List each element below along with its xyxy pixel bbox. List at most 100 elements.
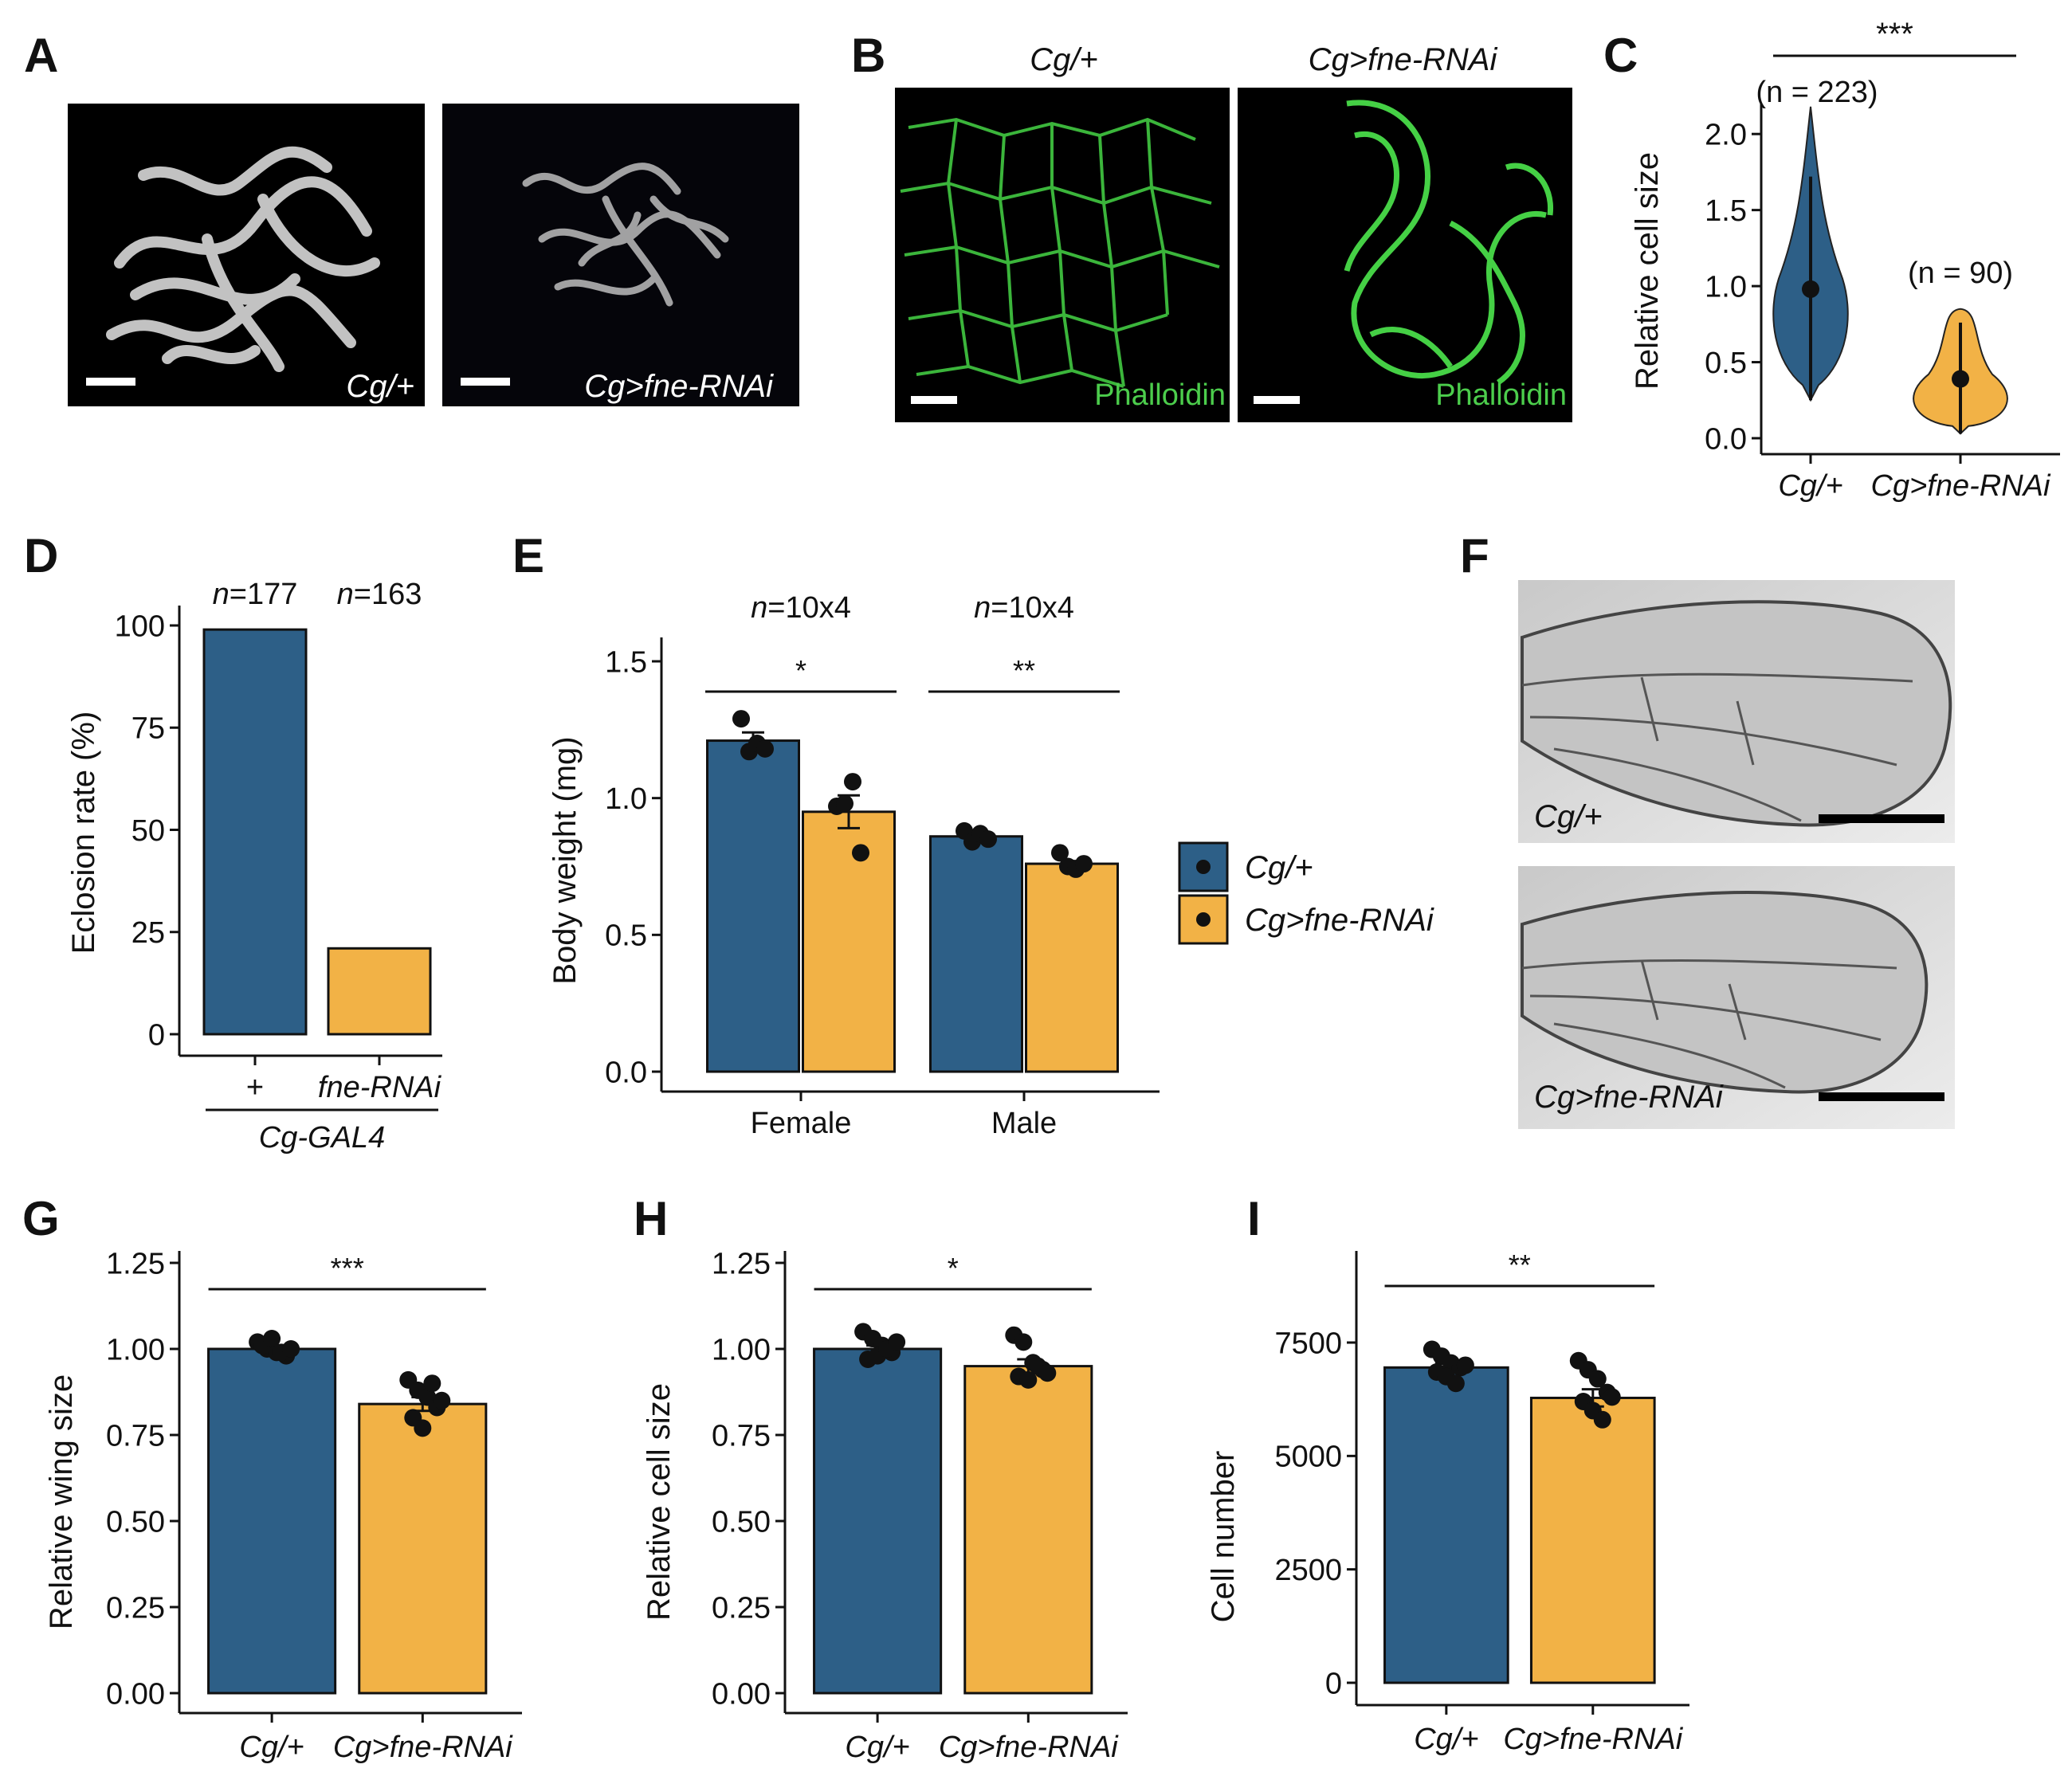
violin-median-point — [1952, 370, 1969, 388]
bar-chart-g: 0.00 0.25 0.50 0.75 1.00 1.25 Relative wing si… — [44, 1247, 522, 1764]
cell-outlines-control — [900, 117, 1220, 388]
panel-b-images: Phalloidin Phalloidin — [895, 88, 1572, 422]
significance-marker: * — [795, 654, 806, 687]
legend-label: Cg/+ — [1245, 850, 1313, 885]
column-header: Cg/+ — [1030, 42, 1098, 77]
y-tick-label: 0.00 — [106, 1677, 165, 1711]
y-tick-label: 0.50 — [106, 1505, 165, 1539]
bar-chart-h: 0.00 0.25 0.50 0.75 1.00 1.25 Relative cell si… — [642, 1247, 1128, 1764]
y-tick-label: 100 — [115, 610, 165, 643]
y-tick-label: 0 — [1325, 1667, 1342, 1700]
data-point — [1075, 855, 1093, 873]
significance-marker: ** — [1509, 1249, 1531, 1281]
data-point — [423, 1374, 441, 1393]
data-point — [282, 1340, 300, 1358]
data-point — [1456, 1356, 1474, 1374]
y-axis-title: Relative cell size — [642, 1383, 677, 1621]
bar — [963, 1365, 1093, 1695]
bar — [706, 739, 800, 1073]
y-tick-label: 0.00 — [712, 1677, 771, 1711]
data-point — [888, 1333, 906, 1351]
y-tick-label: 0.0 — [1705, 422, 1747, 456]
stain-label: Phalloidin — [1094, 378, 1226, 412]
bar — [327, 947, 432, 1036]
y-tick-label: 0 — [148, 1018, 165, 1052]
panel-letter-b: B — [851, 29, 885, 82]
data-point — [433, 1391, 451, 1409]
bar — [813, 1347, 943, 1695]
n-count: =177 — [230, 578, 298, 611]
x-tick-label: Cg/+ — [239, 1731, 304, 1764]
panel-f-wings: Cg/+ Cg>fne-RNAi — [1518, 580, 1955, 1129]
bar — [207, 1347, 337, 1695]
y-tick-label: 1.5 — [605, 645, 647, 679]
y-tick-label: 1.00 — [106, 1333, 165, 1366]
data-point — [1051, 844, 1069, 862]
x-tick-label: Cg>fne-RNAi — [333, 1731, 513, 1764]
data-point — [1593, 1410, 1611, 1429]
significance-marker: * — [948, 1252, 959, 1284]
n-label: (n = 90) — [1908, 257, 2013, 290]
gland-tubules-rnai — [522, 163, 729, 307]
x-tick-label: Male — [991, 1107, 1057, 1140]
y-tick-label: 50 — [131, 814, 165, 848]
panel-letter-g: G — [22, 1192, 60, 1245]
x-tick-label: Cg/+ — [1414, 1723, 1478, 1756]
y-tick-label: 0.25 — [712, 1591, 771, 1625]
y-tick-label: 0.25 — [106, 1591, 165, 1625]
x-tick-label: Cg>fne-RNAi — [1871, 469, 2051, 503]
y-tick-label: 1.25 — [712, 1247, 771, 1280]
y-tick-label: 7500 — [1274, 1327, 1342, 1360]
data-point — [1603, 1388, 1621, 1406]
n-label: n=163 — [337, 578, 422, 611]
significance-marker: ** — [1013, 654, 1035, 687]
y-axis-title: Eclosion rate (%) — [66, 712, 101, 955]
panel-letter-c: C — [1603, 29, 1638, 82]
n-prefix: n — [751, 591, 767, 625]
y-tick-label: 0.50 — [712, 1505, 771, 1539]
x-tick-label: fne-RNAi — [318, 1071, 442, 1104]
legend-dot — [1196, 860, 1211, 874]
x-tick-label: Cg/+ — [845, 1731, 909, 1764]
micrograph-cg-fne-rnai — [442, 104, 799, 406]
y-axis-title: Cell number — [1206, 1451, 1241, 1623]
y-tick-label: 1.0 — [605, 782, 647, 816]
data-point — [263, 1330, 281, 1348]
legend-label: Cg>fne-RNAi — [1245, 903, 1434, 938]
y-axis-title: Relative wing size — [44, 1374, 79, 1629]
data-point — [836, 794, 854, 813]
scale-bar — [86, 378, 135, 386]
y-tick-label: 2.0 — [1705, 118, 1747, 151]
n-prefix: n — [974, 591, 991, 625]
scale-bar — [461, 378, 510, 386]
n-count: =10x4 — [991, 591, 1074, 625]
n-label: (n = 223) — [1756, 76, 1878, 109]
wing-rnai — [1521, 891, 1929, 1094]
y-tick-label: 0.0 — [605, 1056, 647, 1089]
n-label: n=10x4 — [751, 591, 851, 625]
genotype-label: Cg>fne-RNAi — [584, 369, 774, 404]
wing-control — [1521, 600, 1952, 827]
significance-marker: *** — [1876, 17, 1913, 52]
bar-chart-i: 0 2500 5000 7500 Cell number Cg/+ Cg>fne-RNAi *… — [1206, 1249, 1689, 1756]
gland-tubules-control — [106, 146, 380, 372]
scale-bar — [911, 396, 957, 404]
significance-marker: *** — [331, 1252, 364, 1284]
x-tick-label: Cg>fne-RNAi — [939, 1731, 1119, 1764]
column-header: Cg>fne-RNAi — [1309, 42, 1498, 77]
panel-letter-h: H — [634, 1192, 668, 1245]
y-tick-label: 0.75 — [712, 1419, 771, 1453]
n-count: =163 — [354, 578, 422, 611]
bar — [358, 1402, 488, 1695]
cell-outlines-rnai — [1344, 100, 1554, 385]
violin-chart-c: 0.0 0.5 1.0 1.5 2.0 Relative cell size (n = 22… — [1630, 17, 2060, 503]
n-prefix: n — [337, 578, 354, 611]
panel-a-images: Cg/+ Cg>fne-RNAi — [68, 104, 799, 406]
data-point — [732, 710, 750, 728]
y-tick-label: 0.5 — [605, 919, 647, 953]
bar — [1025, 862, 1119, 1073]
data-point — [852, 844, 869, 862]
y-tick-label: 1.25 — [106, 1247, 165, 1280]
data-point — [1588, 1370, 1607, 1388]
y-tick-label: 0.5 — [1705, 347, 1747, 380]
